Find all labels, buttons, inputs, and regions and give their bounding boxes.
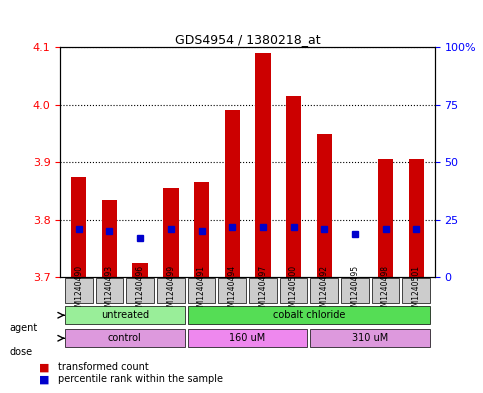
FancyBboxPatch shape — [280, 278, 307, 303]
FancyBboxPatch shape — [249, 278, 277, 303]
Text: percentile rank within the sample: percentile rank within the sample — [58, 374, 223, 384]
Text: transformed count: transformed count — [58, 362, 149, 373]
FancyBboxPatch shape — [65, 329, 185, 347]
Bar — [316, 134, 332, 277]
Text: GSM1240492: GSM1240492 — [320, 265, 329, 316]
Text: GSM1240501: GSM1240501 — [412, 265, 421, 316]
Text: agent: agent — [10, 323, 38, 333]
Text: 160 uM: 160 uM — [229, 333, 266, 343]
FancyBboxPatch shape — [311, 329, 430, 347]
FancyBboxPatch shape — [188, 278, 215, 303]
FancyBboxPatch shape — [65, 306, 185, 325]
FancyBboxPatch shape — [65, 278, 93, 303]
FancyBboxPatch shape — [341, 278, 369, 303]
Text: 310 uM: 310 uM — [352, 333, 388, 343]
Text: GSM1240498: GSM1240498 — [381, 265, 390, 316]
Bar — [194, 182, 209, 277]
FancyBboxPatch shape — [96, 278, 123, 303]
Text: GSM1240496: GSM1240496 — [136, 265, 144, 316]
FancyBboxPatch shape — [127, 278, 154, 303]
Title: GDS4954 / 1380218_at: GDS4954 / 1380218_at — [175, 33, 320, 46]
Bar — [378, 160, 393, 277]
Text: GSM1240500: GSM1240500 — [289, 265, 298, 316]
Text: GSM1240499: GSM1240499 — [166, 265, 175, 316]
Text: control: control — [108, 333, 142, 343]
Bar — [225, 110, 240, 277]
Bar — [286, 96, 301, 277]
Text: ■: ■ — [39, 374, 49, 384]
Text: GSM1240493: GSM1240493 — [105, 265, 114, 316]
Bar — [102, 200, 117, 277]
Text: GSM1240497: GSM1240497 — [258, 265, 268, 316]
FancyBboxPatch shape — [188, 306, 430, 325]
Bar — [409, 160, 424, 277]
FancyBboxPatch shape — [311, 278, 338, 303]
Text: GSM1240491: GSM1240491 — [197, 265, 206, 316]
Text: GSM1240495: GSM1240495 — [351, 265, 359, 316]
FancyBboxPatch shape — [157, 278, 185, 303]
FancyBboxPatch shape — [402, 278, 430, 303]
Text: GSM1240494: GSM1240494 — [227, 265, 237, 316]
Text: ■: ■ — [39, 362, 49, 373]
Bar — [163, 188, 179, 277]
Text: dose: dose — [10, 347, 33, 357]
Bar — [71, 177, 86, 277]
FancyBboxPatch shape — [188, 329, 307, 347]
Text: GSM1240490: GSM1240490 — [74, 265, 83, 316]
Text: untreated: untreated — [101, 310, 149, 320]
FancyBboxPatch shape — [218, 278, 246, 303]
Text: cobalt chloride: cobalt chloride — [273, 310, 345, 320]
FancyBboxPatch shape — [372, 278, 399, 303]
Bar — [132, 263, 148, 277]
Bar — [255, 53, 270, 277]
